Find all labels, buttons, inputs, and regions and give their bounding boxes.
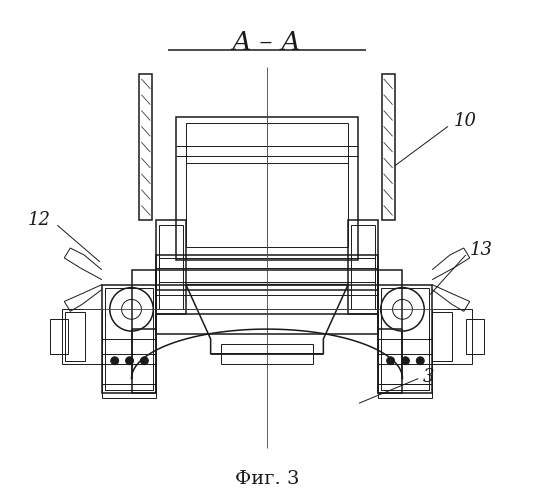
Bar <box>159 258 375 281</box>
Bar <box>102 354 156 384</box>
Bar <box>102 384 156 398</box>
Bar <box>156 255 378 284</box>
Circle shape <box>387 357 395 364</box>
Bar <box>466 319 484 354</box>
Bar <box>139 74 152 221</box>
Bar <box>50 319 68 354</box>
Text: 12: 12 <box>27 212 50 230</box>
Bar <box>102 284 156 394</box>
Bar <box>378 339 432 363</box>
Bar <box>378 384 432 398</box>
Bar <box>102 339 156 363</box>
Bar <box>156 314 378 334</box>
Bar <box>351 226 375 310</box>
Bar <box>186 124 348 247</box>
Text: 10: 10 <box>454 112 477 130</box>
Bar <box>156 294 378 310</box>
Circle shape <box>417 357 424 364</box>
Bar <box>382 74 395 221</box>
Text: 3: 3 <box>423 368 435 386</box>
Bar <box>381 288 429 391</box>
Circle shape <box>125 357 134 364</box>
Bar <box>176 116 358 260</box>
Bar <box>156 220 186 314</box>
Bar <box>62 310 102 364</box>
Bar <box>156 270 378 289</box>
Bar <box>378 284 432 394</box>
Bar <box>105 288 153 391</box>
Text: Фиг. 3: Фиг. 3 <box>235 470 299 488</box>
Bar <box>432 312 452 361</box>
Text: 13: 13 <box>470 241 493 259</box>
Bar <box>378 354 432 384</box>
Circle shape <box>140 357 148 364</box>
Bar <box>65 312 85 361</box>
Text: А – А: А – А <box>232 30 302 56</box>
Bar <box>348 220 378 314</box>
Circle shape <box>402 357 410 364</box>
Bar <box>432 310 472 364</box>
Bar <box>221 344 313 364</box>
Bar <box>159 226 183 310</box>
Circle shape <box>111 357 119 364</box>
